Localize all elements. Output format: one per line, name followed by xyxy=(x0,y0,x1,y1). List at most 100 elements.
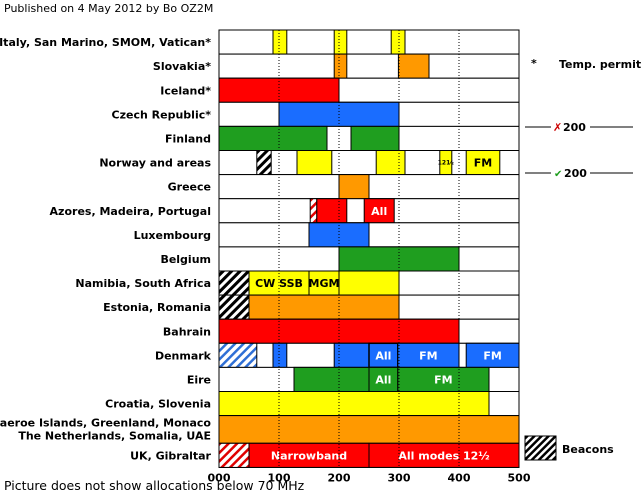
row-13: All FM FM Denmark xyxy=(155,342,520,369)
row-label: Eire xyxy=(187,373,211,386)
row-label: UK, Gibraltar xyxy=(130,449,211,462)
row-label: Iceland* xyxy=(160,84,211,97)
bar-segment xyxy=(272,342,288,368)
row-label: Italy, San Marino, SMOM, Vatican* xyxy=(0,36,211,49)
row-label: Denmark xyxy=(155,349,212,362)
bar-segment xyxy=(218,442,250,468)
row-8: Luxembourg xyxy=(134,222,520,248)
grid-layer xyxy=(278,30,460,468)
rows-layer: Italy, San Marino, SMOM, Vatican* Slovaki… xyxy=(0,29,520,468)
bar-segment xyxy=(218,342,258,368)
row-frame xyxy=(218,29,520,55)
row-label: Belgium xyxy=(160,253,211,266)
row-label: Bahrain xyxy=(163,325,211,338)
bar-segment xyxy=(256,150,272,176)
row-0: Italy, San Marino, SMOM, Vatican* xyxy=(0,29,520,55)
segment-label: FM xyxy=(474,157,492,170)
row-12: Bahrain xyxy=(163,318,520,344)
segment-label: Narrowband xyxy=(271,449,347,462)
row-label: Croatia, Slovenia xyxy=(105,398,211,411)
bar-segment xyxy=(390,29,406,55)
bar-segment xyxy=(350,125,400,152)
row-3: Czech Republic* xyxy=(112,101,520,127)
bar-segment xyxy=(272,29,288,55)
bar-segment xyxy=(248,294,400,320)
x-tick-label: 100 xyxy=(268,471,291,484)
row-9: Belgium xyxy=(160,246,520,272)
row-label: Luxembourg xyxy=(134,229,211,242)
bar-segment xyxy=(368,442,520,468)
footer-note: Picture does not show allocations below … xyxy=(4,478,305,493)
bar-segment xyxy=(397,342,460,368)
segment-label: All xyxy=(375,373,391,386)
x-tick-label: 200 xyxy=(328,471,351,484)
x-tick-label: 300 xyxy=(388,471,411,484)
beacons-legend-swatch xyxy=(524,435,557,461)
limit-x-value: 200 xyxy=(563,121,586,134)
temp-permit-star: * xyxy=(531,57,537,70)
row-14: All FM Eire xyxy=(187,366,520,392)
bar-segment xyxy=(309,198,318,224)
check-icon: ✔ xyxy=(554,169,562,180)
x-tick-label: 400 xyxy=(448,471,471,484)
segment-label: FM xyxy=(419,349,437,362)
row-1: Slovakia* xyxy=(153,53,520,79)
segment-label: All xyxy=(371,205,387,218)
x-tick-label: 000 xyxy=(208,471,231,484)
row-15: Croatia, Slovenia xyxy=(105,391,520,417)
beacons-legend-label: Beacons xyxy=(562,443,614,456)
row-6: Greece xyxy=(168,174,520,200)
row-label: Estonia, Romania xyxy=(103,301,211,314)
bar-segment xyxy=(218,415,520,444)
x-axis-ticks: 000 100 200 300 400 500 xyxy=(208,471,531,484)
row-label: Norway and areas xyxy=(99,157,211,170)
row-11: Estonia, Romania xyxy=(103,294,520,320)
row-label: Slovakia* xyxy=(153,60,211,73)
bar-segment xyxy=(375,150,406,176)
x-icon: ✗ xyxy=(553,121,562,134)
bar-segment xyxy=(296,150,333,176)
segment-label: CW SSB xyxy=(255,277,303,290)
published-header: Published on 4 May 2012 by Bo OZ2M xyxy=(4,2,214,15)
row-frame xyxy=(218,53,520,79)
segment-label: FM xyxy=(483,349,501,362)
bar-segment xyxy=(218,125,328,152)
row-label: Finland xyxy=(165,132,211,145)
row-label: Czech Republic* xyxy=(112,108,212,121)
bar-segment xyxy=(338,174,370,200)
row-5: 121⁄₂ FM Norway and areas xyxy=(99,150,520,176)
bar-segment xyxy=(293,366,370,392)
bar-segment xyxy=(465,342,520,368)
limit-check-value: 200 xyxy=(564,167,587,180)
bar-segment xyxy=(218,294,250,320)
bar-segment xyxy=(218,391,490,417)
segment-label: 121⁄₂ xyxy=(438,160,455,167)
bar-segment xyxy=(363,198,395,224)
row-label: The Netherlands, Somalia, UAE xyxy=(18,429,211,442)
segment-label: All xyxy=(375,349,391,362)
row-7: All Azores, Madeira, Portugal xyxy=(50,198,520,224)
bar-segment xyxy=(397,53,430,79)
row-label: Greece xyxy=(168,181,211,194)
row-label: Namibia, South Africa xyxy=(75,277,211,290)
bar-segment xyxy=(397,366,490,392)
temp-permit-label: Temp. permit xyxy=(559,58,641,71)
segment-label: All modes 12½ xyxy=(398,449,489,462)
row-2: Iceland* xyxy=(160,77,520,103)
bar-segment xyxy=(338,270,400,296)
x-tick-label: 500 xyxy=(508,471,531,484)
bar-segment xyxy=(333,29,348,55)
bar-segment xyxy=(316,198,348,224)
bar-segment xyxy=(333,53,348,79)
row-label: Faeroe Islands, Greenland, Monaco xyxy=(0,416,211,429)
row-4: Finland xyxy=(165,125,520,152)
row-10: CW SSB MGM Namibia, South Africa xyxy=(75,270,520,296)
row-17: Narrowband All modes 12½ UK, Gibraltar xyxy=(130,442,520,468)
segment-label: MGM xyxy=(309,277,340,290)
segment-label: FM xyxy=(434,373,452,386)
bar-segment xyxy=(218,270,250,296)
row-label: Azores, Madeira, Portugal xyxy=(50,205,211,218)
bar-segment xyxy=(248,442,370,468)
